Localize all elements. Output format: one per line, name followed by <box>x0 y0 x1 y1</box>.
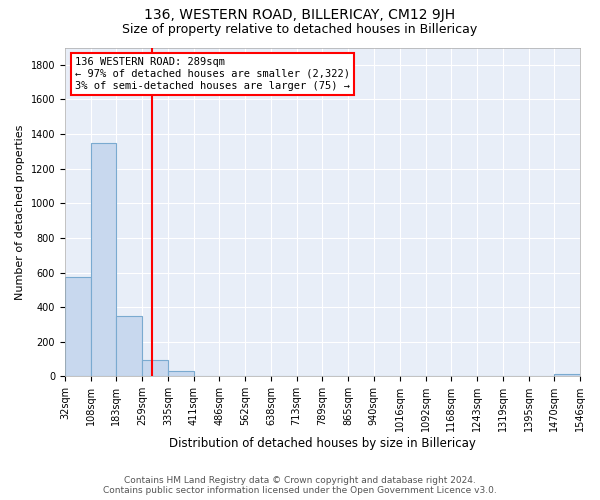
Text: 136 WESTERN ROAD: 289sqm
← 97% of detached houses are smaller (2,322)
3% of semi: 136 WESTERN ROAD: 289sqm ← 97% of detach… <box>75 58 350 90</box>
Text: Contains HM Land Registry data © Crown copyright and database right 2024.
Contai: Contains HM Land Registry data © Crown c… <box>103 476 497 495</box>
Text: 136, WESTERN ROAD, BILLERICAY, CM12 9JH: 136, WESTERN ROAD, BILLERICAY, CM12 9JH <box>145 8 455 22</box>
Bar <box>91 142 116 376</box>
Y-axis label: Number of detached properties: Number of detached properties <box>15 124 25 300</box>
Bar <box>116 316 142 376</box>
Bar <box>142 360 168 376</box>
Bar <box>65 277 91 376</box>
Bar <box>554 374 580 376</box>
Bar <box>168 371 194 376</box>
X-axis label: Distribution of detached houses by size in Billericay: Distribution of detached houses by size … <box>169 437 476 450</box>
Text: Size of property relative to detached houses in Billericay: Size of property relative to detached ho… <box>122 22 478 36</box>
